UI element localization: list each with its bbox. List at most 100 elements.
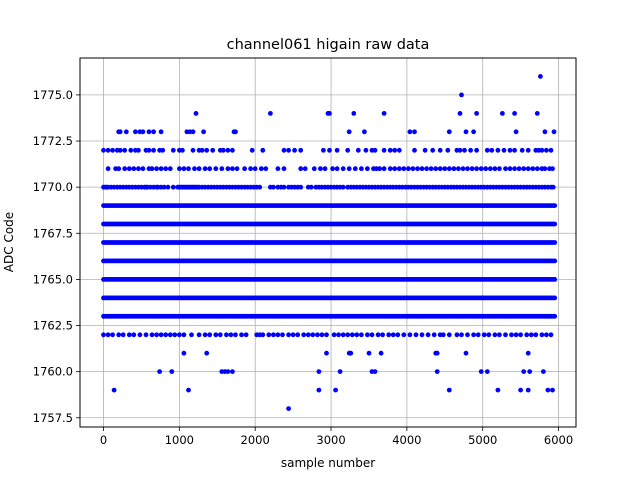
data-point xyxy=(497,166,502,172)
data-point xyxy=(128,147,134,153)
data-point xyxy=(369,332,375,338)
data-point xyxy=(552,258,558,264)
data-point xyxy=(136,166,141,172)
data-point xyxy=(154,166,160,172)
data-point xyxy=(334,147,340,153)
data-point xyxy=(163,332,169,338)
data-point xyxy=(202,332,208,338)
data-point xyxy=(242,166,248,172)
data-point xyxy=(160,147,166,153)
data-point xyxy=(415,166,420,172)
data-point xyxy=(550,184,556,190)
data-point xyxy=(158,129,164,135)
data-point xyxy=(544,332,549,338)
data-point xyxy=(527,369,533,374)
data-point xyxy=(126,166,132,172)
data-point xyxy=(407,129,413,135)
data-point xyxy=(512,111,517,116)
data-point xyxy=(534,166,540,172)
data-point xyxy=(167,332,173,338)
data-point xyxy=(225,147,231,153)
data-point xyxy=(230,166,235,172)
data-point xyxy=(519,147,525,153)
data-point xyxy=(286,147,291,153)
y-tick-label: 1765.0 xyxy=(33,272,73,286)
data-point xyxy=(507,166,513,172)
data-point xyxy=(413,332,419,338)
data-point xyxy=(503,332,508,338)
data-point xyxy=(252,166,258,172)
data-point xyxy=(340,184,346,190)
data-point xyxy=(327,147,332,153)
data-point xyxy=(375,332,381,338)
data-point xyxy=(478,369,484,374)
data-point xyxy=(451,166,457,172)
data-point xyxy=(189,332,194,338)
data-point xyxy=(513,129,519,135)
data-point xyxy=(116,332,122,338)
data-point xyxy=(550,387,555,393)
data-point xyxy=(352,166,358,172)
data-point xyxy=(392,147,398,153)
data-point xyxy=(387,147,393,153)
data-point xyxy=(151,147,157,153)
data-point xyxy=(316,387,322,393)
data-points xyxy=(101,74,558,411)
data-point xyxy=(131,332,137,338)
data-point xyxy=(407,332,413,338)
data-point xyxy=(489,147,495,153)
data-point xyxy=(322,166,328,172)
data-point xyxy=(457,111,463,116)
data-point xyxy=(509,332,514,338)
data-point xyxy=(324,332,329,338)
data-point xyxy=(111,387,117,393)
data-point xyxy=(157,369,163,374)
data-point xyxy=(281,184,287,190)
data-point xyxy=(268,111,273,116)
data-point xyxy=(437,166,443,172)
x-tick-label: 3000 xyxy=(316,433,345,447)
data-point xyxy=(530,166,536,172)
data-point xyxy=(492,166,498,172)
x-axis-label: sample number xyxy=(281,456,375,470)
y-axis-label: ADC Code xyxy=(2,212,16,272)
data-point xyxy=(410,166,416,172)
data-point xyxy=(465,166,470,172)
data-point xyxy=(359,332,364,338)
data-point xyxy=(158,166,164,172)
data-point xyxy=(348,350,354,356)
data-point xyxy=(512,166,517,172)
data-point xyxy=(372,147,378,153)
x-tick-label: 1000 xyxy=(165,433,194,447)
y-tick-label: 1770.0 xyxy=(33,180,73,194)
data-point xyxy=(319,332,325,338)
data-point xyxy=(315,332,320,338)
data-point xyxy=(345,147,351,153)
data-point xyxy=(419,332,425,338)
data-point xyxy=(392,166,398,172)
data-point xyxy=(258,166,264,172)
data-point xyxy=(521,369,527,374)
data-point xyxy=(396,147,402,153)
data-point xyxy=(351,111,357,116)
data-point xyxy=(196,332,202,338)
data-point xyxy=(131,166,137,172)
data-point xyxy=(295,332,301,338)
data-point xyxy=(234,166,240,172)
data-point xyxy=(503,166,508,172)
data-point xyxy=(434,369,440,374)
data-point xyxy=(460,166,466,172)
data-point xyxy=(440,332,446,338)
data-point xyxy=(552,221,558,227)
data-point xyxy=(281,166,287,172)
y-tick-label: 1767.5 xyxy=(33,226,73,240)
data-point xyxy=(346,129,352,135)
data-point xyxy=(233,332,238,338)
data-point xyxy=(551,129,557,135)
data-point xyxy=(507,147,513,153)
data-point xyxy=(151,129,157,135)
data-point xyxy=(533,332,539,338)
data-point xyxy=(456,166,461,172)
data-point xyxy=(257,184,263,190)
data-point xyxy=(167,166,173,172)
